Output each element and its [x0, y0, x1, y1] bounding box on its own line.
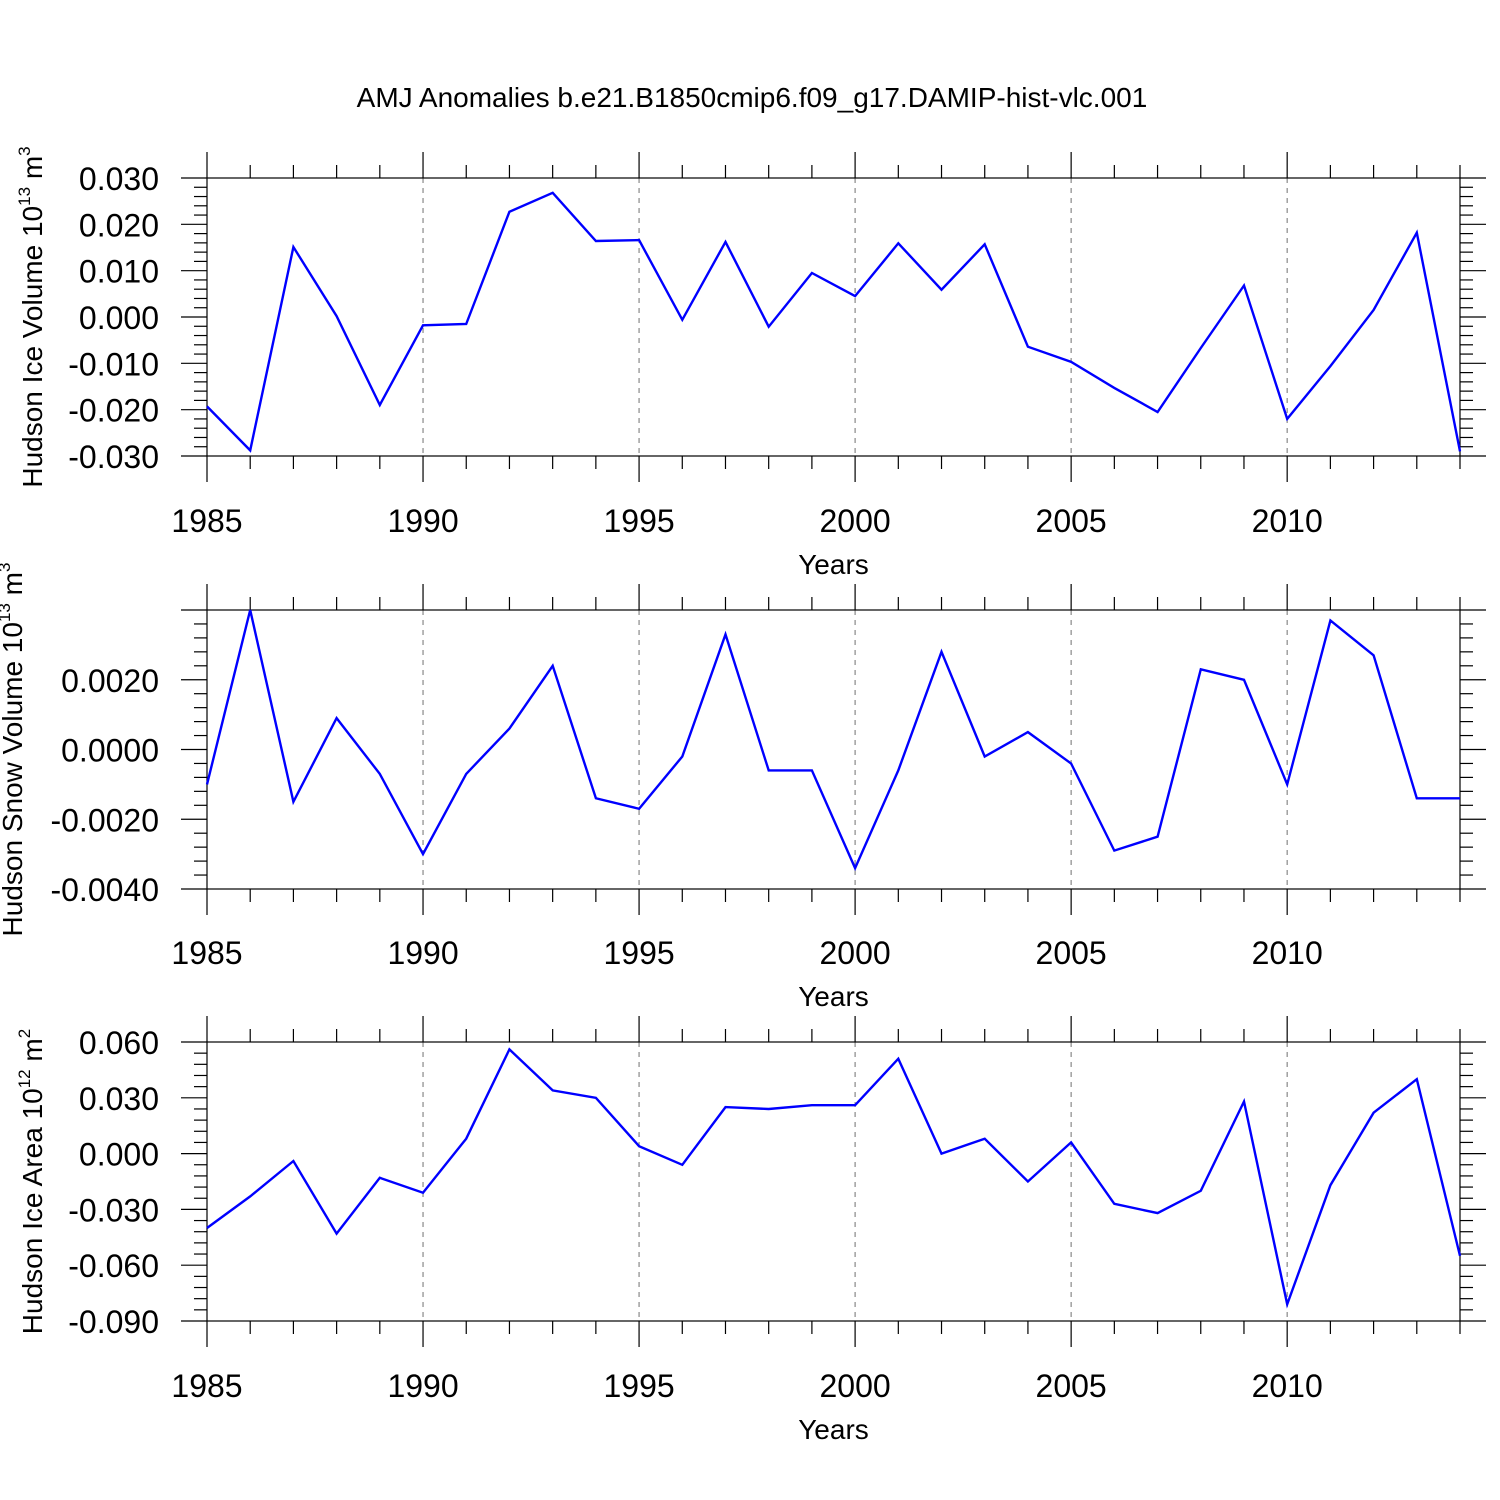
panels: 1985 1990 1995 2000 2005 2010 0.030 0.020 0.010 0… — [0, 146, 1486, 1445]
y-label-exponent: 12 — [15, 1069, 34, 1088]
x-axis-label: Years — [798, 549, 869, 580]
y-axis-label: Hudson Ice Area 1012 m2 — [15, 1029, 48, 1334]
y-tick-label: 0.010 — [79, 254, 159, 290]
y-tick-label: 0.0020 — [61, 663, 159, 699]
x-tick-label: 2010 — [1252, 1368, 1323, 1404]
x-tick-label: 2005 — [1036, 503, 1107, 539]
x-tick-label: 1985 — [171, 935, 242, 971]
y-axis-label: Hudson Ice Volume 1013 m3 — [15, 146, 48, 487]
x-tick-label: 2010 — [1252, 935, 1323, 971]
y-label-text: Hudson Ice Area 10 — [17, 1088, 48, 1334]
x-tick-label: 2010 — [1252, 503, 1323, 539]
y-tick-label: -0.0020 — [50, 802, 159, 838]
y-tick-label: -0.0040 — [50, 872, 159, 908]
y-label-text: Hudson Snow Volume 10 — [0, 622, 28, 936]
series-line — [206, 1047, 1462, 1309]
x-tick-label: 2005 — [1036, 1368, 1107, 1404]
series-line — [206, 191, 1462, 453]
x-tick-label: 2000 — [820, 1368, 891, 1404]
plot-frame — [206, 1041, 1461, 1322]
y-tick-label: 0.030 — [79, 1081, 159, 1117]
y-tick-label: 0.000 — [79, 1137, 159, 1173]
y-tick-label: -0.090 — [68, 1304, 159, 1340]
y-tick-label: 0.060 — [79, 1025, 159, 1061]
y-tick-label: 0.000 — [79, 300, 159, 336]
y-tick-label: -0.010 — [68, 346, 159, 382]
x-tick-label: 1990 — [387, 1368, 458, 1404]
x-tick-label: 1995 — [603, 935, 674, 971]
y-tick-label: 0.020 — [79, 207, 159, 243]
x-tick-label: 2000 — [820, 935, 891, 971]
x-tick-label: 2000 — [820, 503, 891, 539]
y-label-text: Hudson Ice Volume 10 — [17, 206, 48, 488]
chart-title: AMJ Anomalies b.e21.B1850cmip6.f09_g17.D… — [357, 82, 1148, 113]
panel-2: 1985 1990 1995 2000 2005 2010 0.0020 0.0000 -0.0… — [0, 563, 1486, 1012]
y-tick-label: -0.030 — [68, 439, 159, 475]
y-tick-label: 0.030 — [79, 161, 159, 197]
y-label-unit: m — [0, 572, 28, 603]
x-tick-label: 1985 — [171, 503, 242, 539]
y-tick-label: -0.030 — [68, 1192, 159, 1228]
y-tick-label: -0.060 — [68, 1248, 159, 1284]
x-axis-label: Years — [798, 981, 869, 1012]
y-label-unit: m — [17, 156, 48, 187]
y-label-exponent: 13 — [0, 603, 14, 622]
x-tick-label: 1995 — [603, 503, 674, 539]
x-tick-label: 1990 — [387, 503, 458, 539]
x-axis-label: Years — [798, 1414, 869, 1445]
plot-frame — [206, 177, 1461, 457]
y-label-unit-exponent: 3 — [0, 563, 14, 572]
y-label-unit-exponent: 3 — [15, 146, 34, 155]
y-label-unit-exponent: 2 — [15, 1029, 34, 1038]
x-tick-label: 1995 — [603, 1368, 674, 1404]
y-label-exponent: 13 — [15, 187, 34, 206]
panel-1: 1985 1990 1995 2000 2005 2010 0.030 0.020 0.010 0… — [15, 146, 1486, 580]
x-tick-label: 1990 — [387, 935, 458, 971]
x-tick-label: 1985 — [171, 1368, 242, 1404]
y-tick-label: -0.020 — [68, 393, 159, 429]
y-label-unit: m — [17, 1038, 48, 1069]
series-line — [205, 609, 1460, 872]
panel-3: 1985 1990 1995 2000 2005 2010 0.060 0.030 0.000 -… — [15, 1016, 1486, 1445]
y-tick-label: 0.0000 — [61, 733, 159, 769]
x-tick-label: 2005 — [1036, 935, 1107, 971]
y-axis-label: Hudson Snow Volume 1013 m3 — [0, 563, 28, 937]
